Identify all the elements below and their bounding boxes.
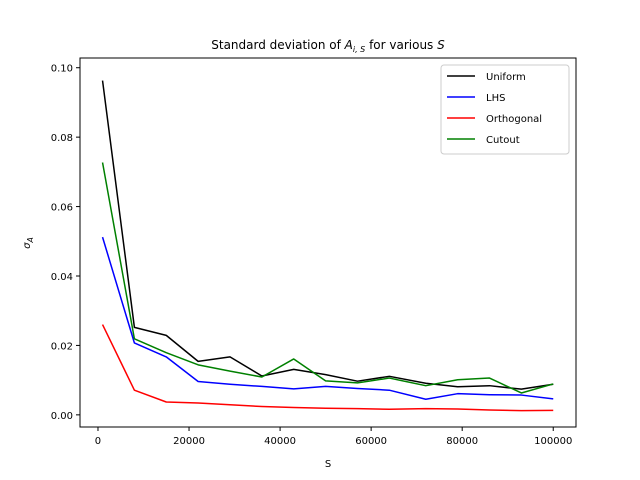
chart-title: Standard deviation of Ai, S for various …	[211, 38, 445, 54]
y-tick-label: 0.08	[51, 133, 73, 144]
y-tick-label: 0.02	[51, 341, 73, 352]
legend-label: Orthogonal	[486, 114, 542, 125]
x-tick-label: 60000	[355, 436, 387, 447]
x-tick-label: 20000	[173, 436, 205, 447]
series-line-cutout	[101, 162, 554, 394]
legend-box	[440, 64, 570, 155]
y-tick-label: 0.06	[51, 203, 73, 214]
y-axis-label: σA	[22, 237, 35, 249]
legend-label: Uniform	[486, 72, 526, 83]
series-layer	[101, 80, 554, 412]
x-axis-label: S	[325, 459, 331, 470]
x-tick-label: 0	[95, 436, 101, 447]
ticks-layer: 0 20000 40000 60000 80000 100000 0.00 0.02 0.04 0…	[51, 64, 573, 447]
x-tick-label: 40000	[264, 436, 296, 447]
series-line-lhs	[101, 236, 554, 400]
y-tick-label: 0.04	[51, 272, 73, 283]
legend: Uniform LHS Orthogonal Cutout	[440, 64, 570, 155]
y-tick-label: 0.00	[51, 411, 73, 422]
series-line-orthogonal	[101, 324, 554, 412]
y-tick-label: 0.10	[51, 64, 73, 75]
axes-frame	[79, 57, 577, 428]
x-tick-label: 100000	[534, 436, 572, 447]
x-tick-label: 80000	[446, 436, 478, 447]
series-line-uniform	[101, 80, 554, 390]
legend-label: Cutout	[486, 135, 520, 146]
legend-label: LHS	[486, 93, 505, 104]
